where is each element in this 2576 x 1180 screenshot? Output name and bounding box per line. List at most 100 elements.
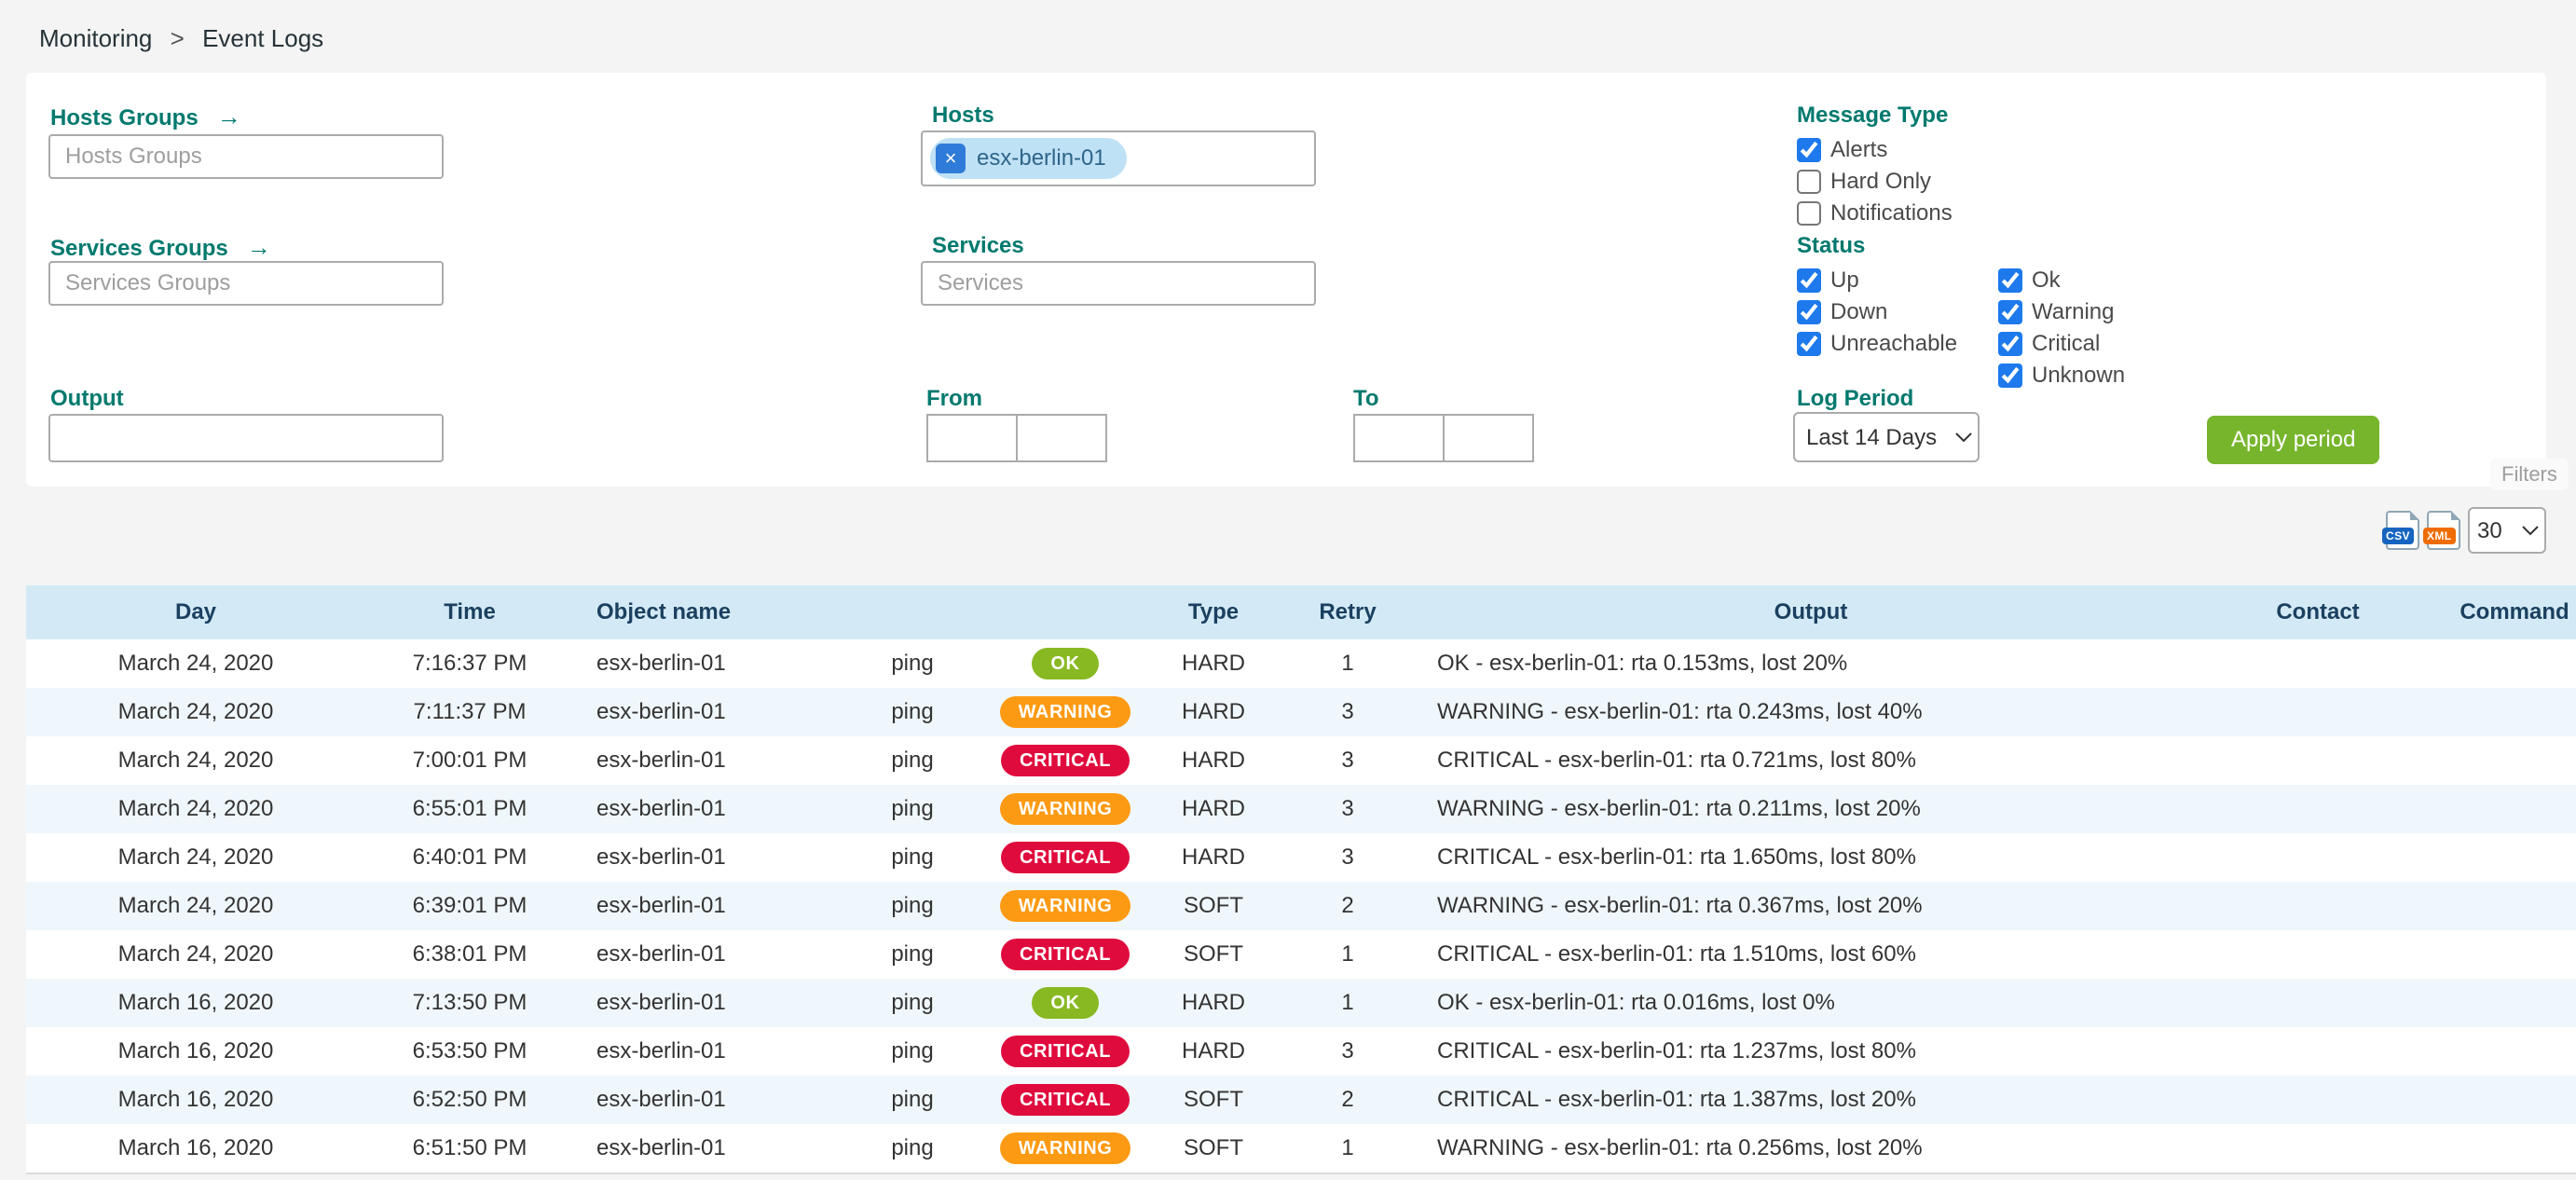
breadcrumb-item-event-logs: Event Logs [202, 24, 324, 52]
cell-object-name: esx-berlin-01 [596, 941, 726, 967]
output-input[interactable] [48, 414, 444, 462]
col-header-empty [841, 585, 984, 639]
cell-output: OK - esx-berlin-01: rta 0.016ms, lost 0% [1437, 990, 1835, 1015]
log-period-select[interactable]: Last 14 Days [1793, 412, 1980, 462]
checkbox-label: Down [1830, 299, 1888, 324]
cell-retry: 1 [1341, 990, 1354, 1015]
status-option-critical: Critical [1998, 328, 2125, 360]
hosts-groups-input[interactable] [48, 134, 444, 179]
cell-command [2427, 1076, 2576, 1124]
xml-export-icon[interactable]: XML [2423, 511, 2460, 550]
cell-time: 6:38:01 PM [412, 941, 528, 967]
cell-day: March 24, 2020 [117, 844, 274, 870]
cell-contact [2209, 882, 2427, 930]
to-time-input[interactable] [1443, 414, 1534, 462]
checkbox-label: Ok [2032, 268, 2061, 293]
event-logs-table: Day Time Object name Type Retry Output Contact… [26, 585, 2576, 1174]
checkbox-label: Warning [2032, 299, 2115, 324]
services-input[interactable] [921, 261, 1316, 306]
status-critical-checkbox[interactable] [1998, 332, 2022, 356]
col-header-day: Day [26, 585, 365, 639]
cell-contact [2209, 833, 2427, 882]
hosts-groups-arrow-icon[interactable]: → [216, 103, 241, 130]
table-row: March 24, 2020 7:00:01 PM esx-berlin-01 pin… [26, 736, 2576, 785]
status-badge: CRITICAL [1000, 1084, 1130, 1116]
from-label: From [926, 386, 982, 411]
from-time-input[interactable] [1016, 414, 1107, 462]
cell-command [2427, 930, 2576, 979]
message-type-hard-only-checkbox[interactable] [1797, 170, 1821, 194]
cell-day: March 16, 2020 [117, 1038, 274, 1063]
cell-time: 7:00:01 PM [412, 748, 528, 773]
message-type-option-hard-only: Hard Only [1797, 166, 1953, 198]
status-checklist-col1: Up Down Unreachable [1797, 265, 1957, 360]
table-row: March 16, 2020 6:53:50 PM esx-berlin-01 pin… [26, 1027, 2576, 1076]
cell-object-name: esx-berlin-01 [596, 1087, 726, 1112]
status-down-checkbox[interactable] [1797, 300, 1821, 324]
cell-output: CRITICAL - esx-berlin-01: rta 1.237ms, l… [1437, 1038, 1916, 1063]
cell-time: 6:51:50 PM [365, 1124, 574, 1174]
cell-day: March 16, 2020 [26, 1124, 365, 1174]
filters-tab[interactable]: Filters [2490, 459, 2569, 490]
cell-contact [2209, 1076, 2427, 1124]
cell-service: ping [891, 941, 934, 967]
status-badge: CRITICAL [1000, 745, 1130, 776]
status-unreachable-checkbox[interactable] [1797, 332, 1821, 356]
cell-type: HARD [1181, 990, 1245, 1015]
cell-service: ping [891, 699, 934, 724]
status-up-checkbox[interactable] [1797, 268, 1821, 293]
checkbox-label: Alerts [1830, 137, 1888, 162]
message-type-notifications-checkbox[interactable] [1797, 201, 1821, 226]
cell-contact [2209, 979, 2427, 1027]
services-groups-input[interactable] [48, 261, 444, 306]
cell-command [2427, 639, 2576, 688]
cell-contact [2209, 1124, 2427, 1174]
table-row: March 16, 2020 6:51:50 PM esx-berlin-01 pin… [26, 1124, 2576, 1174]
cell-object-name: esx-berlin-01 [596, 1038, 726, 1063]
to-date-input[interactable] [1353, 414, 1445, 462]
cell-contact [2209, 639, 2427, 688]
status-unknown-checkbox[interactable] [1998, 364, 2022, 388]
cell-object-name: esx-berlin-01 [596, 990, 726, 1015]
status-warning-checkbox[interactable] [1998, 300, 2022, 324]
cell-retry: 1 [1281, 1124, 1415, 1174]
cell-time: 6:53:50 PM [412, 1038, 528, 1063]
cell-retry: 3 [1341, 699, 1354, 724]
cell-type: SOFT [1184, 1087, 1243, 1112]
file-fold-decoration [2451, 511, 2460, 520]
filters-panel: Hosts Groups → Services Groups → Output Ho… [26, 73, 2546, 487]
cell-status: CRITICAL [984, 1027, 1146, 1076]
col-header-time: Time [365, 585, 574, 639]
breadcrumb-item-monitoring[interactable]: Monitoring [39, 24, 153, 52]
export-toolbar: CSV XML 30 [2382, 507, 2546, 554]
cell-retry: 2 [1341, 1087, 1354, 1112]
cell-object-name: esx-berlin-01 [574, 1124, 841, 1174]
cell-object-name: esx-berlin-01 [596, 699, 726, 724]
cell-type: HARD [1181, 699, 1245, 724]
col-header-contact: Contact [2209, 585, 2427, 639]
status-option-unknown: Unknown [1998, 360, 2125, 391]
apply-period-button[interactable]: Apply period [2207, 416, 2380, 464]
csv-export-icon[interactable]: CSV [2382, 511, 2419, 550]
status-option-ok: Ok [1998, 265, 2125, 296]
chip-remove-icon[interactable]: × [936, 144, 966, 173]
status-badge: WARNING [999, 793, 1131, 825]
status-ok-checkbox[interactable] [1998, 268, 2022, 293]
xml-export-icon-label: XML [2423, 528, 2456, 544]
table-row: March 24, 2020 6:55:01 PM esx-berlin-01 pin… [26, 785, 2576, 833]
cell-command [2427, 736, 2576, 785]
status-option-up: Up [1797, 265, 1957, 296]
cell-retry: 1 [1341, 941, 1354, 967]
message-type-alerts-checkbox[interactable] [1797, 138, 1821, 162]
cell-contact [2209, 930, 2427, 979]
cell-time: 6:40:01 PM [412, 844, 528, 870]
cell-output: WARNING - esx-berlin-01: rta 0.211ms, lo… [1437, 796, 1921, 821]
cell-service: ping [891, 796, 934, 821]
services-groups-arrow-icon[interactable]: → [246, 233, 271, 261]
cell-type: HARD [1181, 1038, 1245, 1063]
page-size-select[interactable]: 30 [2468, 507, 2546, 554]
cell-output: CRITICAL - esx-berlin-01: rta 0.721ms, l… [1437, 748, 1916, 773]
hosts-input[interactable]: × esx-berlin-01 [921, 130, 1316, 186]
status-label: Status [1797, 233, 1866, 258]
from-date-input[interactable] [926, 414, 1018, 462]
